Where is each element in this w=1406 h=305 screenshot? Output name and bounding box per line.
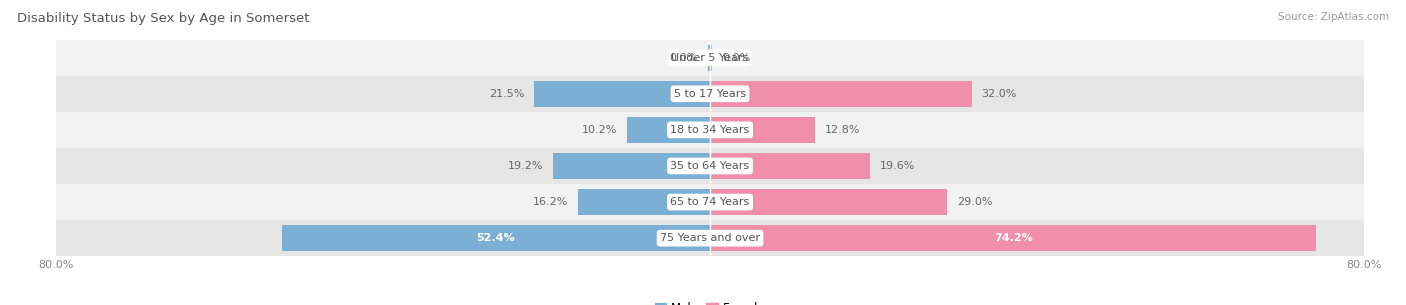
- Text: 19.6%: 19.6%: [880, 161, 915, 171]
- Text: 65 to 74 Years: 65 to 74 Years: [671, 197, 749, 207]
- Bar: [710, 189, 948, 215]
- Text: Under 5 Years: Under 5 Years: [672, 53, 748, 63]
- Text: 12.8%: 12.8%: [824, 125, 860, 135]
- Bar: [56, 184, 1364, 220]
- Text: 16.2%: 16.2%: [533, 197, 568, 207]
- Bar: [707, 45, 710, 71]
- Bar: [578, 189, 710, 215]
- Text: 75 Years and over: 75 Years and over: [659, 233, 761, 243]
- Bar: [56, 148, 1364, 184]
- Bar: [627, 117, 710, 143]
- Text: 32.0%: 32.0%: [981, 89, 1017, 99]
- Bar: [534, 81, 710, 107]
- Text: 21.5%: 21.5%: [489, 89, 524, 99]
- Text: 5 to 17 Years: 5 to 17 Years: [673, 89, 747, 99]
- Bar: [56, 76, 1364, 112]
- Text: 0.0%: 0.0%: [723, 53, 751, 63]
- Text: Disability Status by Sex by Age in Somerset: Disability Status by Sex by Age in Somer…: [17, 12, 309, 25]
- Bar: [710, 225, 1316, 251]
- Bar: [281, 225, 710, 251]
- Bar: [710, 153, 870, 179]
- Text: 52.4%: 52.4%: [477, 233, 515, 243]
- Text: 35 to 64 Years: 35 to 64 Years: [671, 161, 749, 171]
- Text: 29.0%: 29.0%: [957, 197, 993, 207]
- Text: 19.2%: 19.2%: [508, 161, 543, 171]
- Bar: [56, 220, 1364, 256]
- Bar: [56, 112, 1364, 148]
- Bar: [553, 153, 710, 179]
- Text: Source: ZipAtlas.com: Source: ZipAtlas.com: [1278, 12, 1389, 22]
- Bar: [710, 81, 972, 107]
- Bar: [56, 40, 1364, 76]
- Text: 0.0%: 0.0%: [669, 53, 697, 63]
- Bar: [710, 45, 713, 71]
- Text: 74.2%: 74.2%: [994, 233, 1032, 243]
- Legend: Male, Female: Male, Female: [650, 297, 770, 305]
- Text: 10.2%: 10.2%: [582, 125, 617, 135]
- Bar: [710, 117, 814, 143]
- Text: 18 to 34 Years: 18 to 34 Years: [671, 125, 749, 135]
